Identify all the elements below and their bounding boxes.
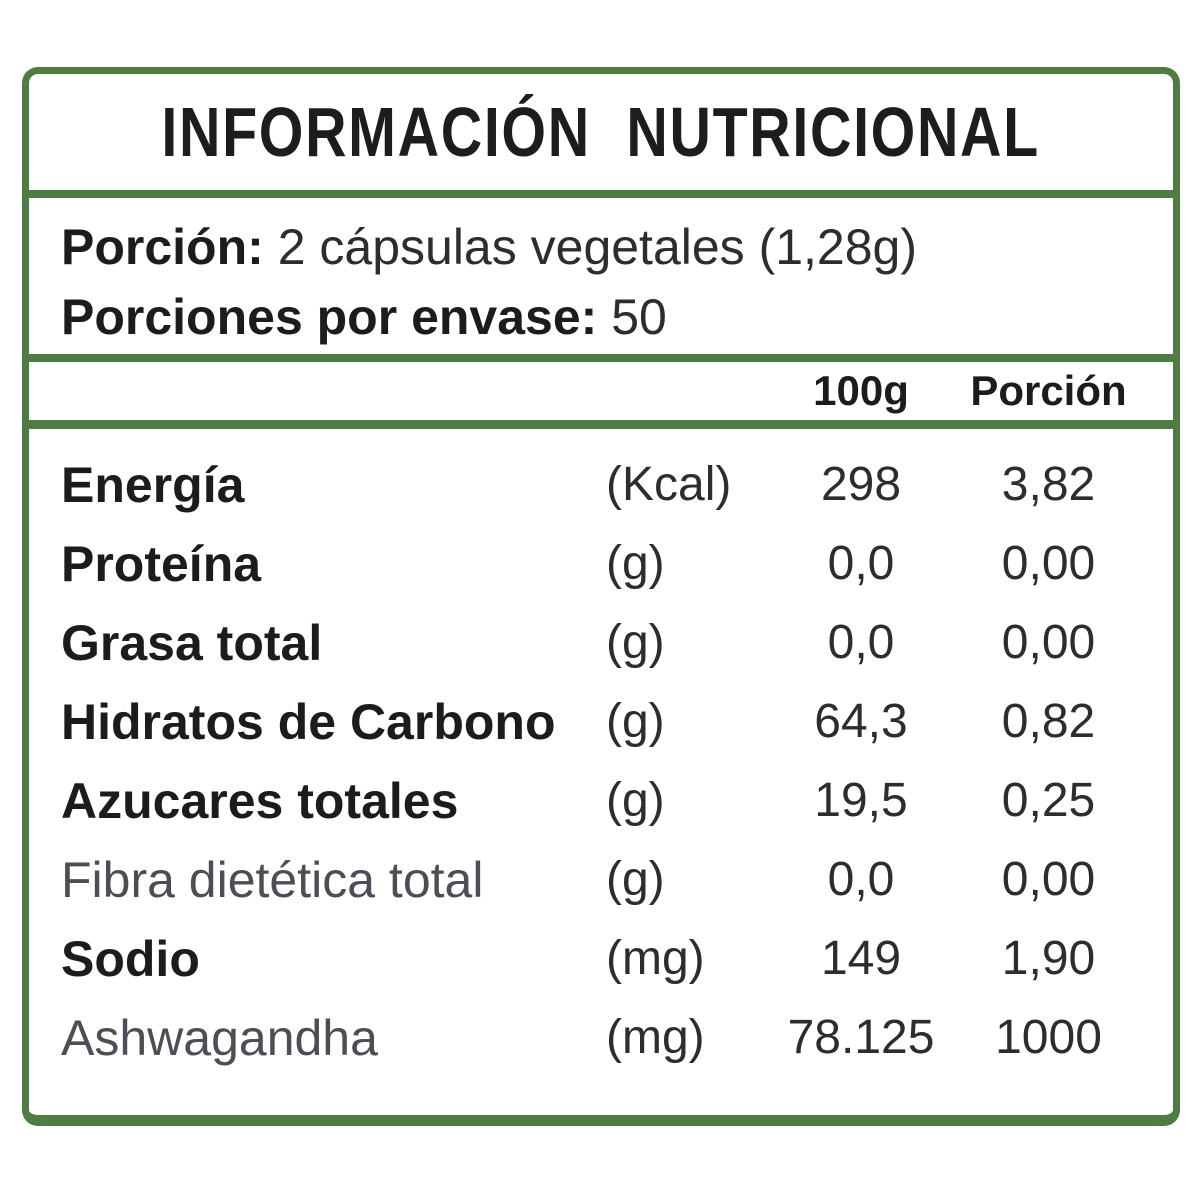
nutrient-name: Hidratos de Carbono [61, 693, 556, 750]
nutrient-row: Grasa total (g) 0,0 0,00 [29, 603, 1173, 682]
value-per-portion: 0,00 [1001, 537, 1096, 590]
nutrient-row: Hidratos de Carbono (g) 64,3 0,82 [29, 682, 1173, 761]
value-per-portion: 0,00 [1001, 616, 1096, 669]
nutrition-label-box: INFORMACIÓN NUTRICIONAL Porción: 2 cápsu… [22, 67, 1180, 1126]
servings-per-container-line: Porciones por envase: 50 [61, 282, 1153, 352]
nutrient-name: Azucares totales [61, 772, 459, 829]
value-per-portion: 0,00 [1001, 853, 1096, 906]
value-per-100g: 0,0 [827, 616, 895, 669]
nutrient-name: Energía [61, 456, 245, 513]
column-header-per-100g: 100g [813, 367, 909, 414]
nutrient-rows: Energía (Kcal) 298 3,82 Proteína (g) 0,0… [29, 429, 1173, 1115]
nutrient-unit: (mg) [606, 932, 705, 985]
nutrient-name: Proteína [61, 535, 262, 592]
nutrient-row: Azucares totales (g) 19,5 0,25 [29, 761, 1173, 840]
nutrient-unit: (g) [606, 616, 665, 669]
serving-section: Porción: 2 cápsulas vegetales (1,28g) Po… [29, 198, 1173, 362]
title-section: INFORMACIÓN NUTRICIONAL [29, 74, 1173, 198]
value-per-portion: 0,82 [1001, 695, 1096, 748]
serving-size-line: Porción: 2 cápsulas vegetales (1,28g) [61, 212, 1153, 282]
value-per-100g: 19,5 [814, 774, 908, 827]
nutrient-unit: (Kcal) [606, 458, 732, 511]
serving-size-label: Porción: [61, 219, 264, 275]
nutrient-unit: (mg) [606, 1011, 705, 1064]
nutrient-name: Grasa total [61, 614, 323, 671]
value-per-portion: 3,82 [1001, 458, 1096, 511]
nutrient-unit: (g) [606, 695, 665, 748]
serving-size-value: 2 cápsulas vegetales (1,28g) [277, 219, 917, 275]
nutrient-row: Sodio (mg) 149 1,90 [29, 919, 1173, 998]
nutrient-row: Proteína (g) 0,0 0,00 [29, 524, 1173, 603]
value-per-100g: 0,0 [827, 853, 895, 906]
nutrient-unit: (g) [606, 537, 665, 590]
value-per-100g: 64,3 [814, 695, 908, 748]
nutrient-name: Ashwagandha [61, 1009, 378, 1066]
value-per-100g: 78.125 [787, 1011, 935, 1064]
nutrient-unit: (g) [606, 774, 665, 827]
value-per-100g: 0,0 [827, 537, 895, 590]
nutrient-row: Energía (Kcal) 298 3,82 [29, 445, 1173, 524]
value-per-100g: 149 [820, 932, 902, 985]
value-per-portion: 1000 [995, 1011, 1102, 1064]
value-per-100g: 298 [820, 458, 902, 511]
value-per-portion: 0,25 [1001, 774, 1096, 827]
servings-per-container-value: 50 [611, 289, 667, 345]
nutrient-unit: (g) [606, 853, 665, 906]
servings-per-container-label: Porciones por envase: [61, 289, 598, 345]
nutrient-name: Fibra dietética total [61, 851, 484, 908]
column-header-row: 100g Porción [29, 362, 1173, 429]
nutrient-name: Sodio [61, 930, 200, 987]
nutrient-row: Fibra dietética total (g) 0,0 0,00 [29, 840, 1173, 919]
label-title: INFORMACIÓN NUTRICIONAL [161, 93, 1041, 171]
column-header-portion: Porción [970, 367, 1127, 414]
value-per-portion: 1,90 [1001, 932, 1096, 985]
nutrient-row: Ashwagandha (mg) 78.125 1000 [29, 998, 1173, 1077]
